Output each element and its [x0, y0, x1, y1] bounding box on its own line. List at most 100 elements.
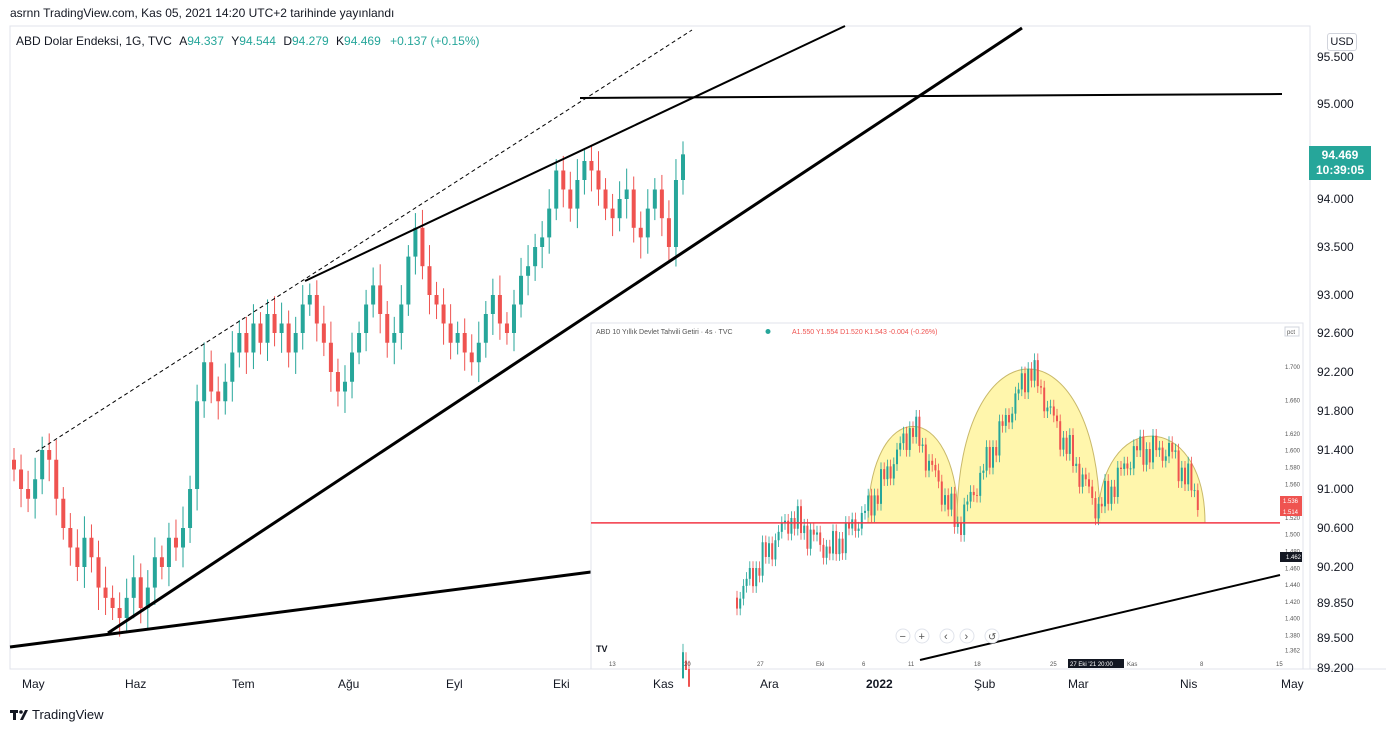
price-tick: 92.200 — [1317, 365, 1354, 379]
inset-candle — [761, 535, 764, 583]
inset-price-tick: 1.580 — [1285, 466, 1301, 472]
inset-nav-controls[interactable]: − + ‹ › ↺ — [895, 628, 1000, 644]
inset-candle — [1104, 474, 1106, 514]
candle — [96, 540, 101, 610]
inset-crosshair-label-bg — [1068, 659, 1124, 668]
inset-candle — [883, 462, 886, 486]
ohlc-low: D94.279 — [283, 34, 329, 48]
inset-candle — [870, 488, 873, 523]
inset-unit-badge-box[interactable] — [1284, 326, 1300, 337]
inset-candle — [918, 409, 921, 453]
inset-price-tick: 1.362 — [1285, 649, 1301, 655]
zoom-in-button[interactable] — [914, 628, 930, 644]
candle — [223, 363, 228, 415]
inset-candle — [1008, 408, 1010, 430]
candle — [652, 178, 657, 221]
inset-candle — [905, 426, 908, 457]
candle — [554, 159, 559, 221]
candle — [54, 439, 59, 516]
inset-candle — [953, 486, 956, 534]
chevron-right-icon: › — [965, 631, 969, 643]
candle — [540, 221, 545, 269]
candle — [497, 275, 502, 340]
inset-candle — [873, 488, 876, 523]
inset-candle — [1120, 460, 1122, 476]
inset-candle — [1084, 467, 1087, 487]
inset-candle — [777, 525, 780, 547]
candle — [216, 376, 221, 420]
trendline[interactable] — [579, 93, 1283, 99]
inset-time-tick: 6 — [862, 662, 866, 668]
inset-candle — [928, 454, 930, 478]
inset-price-tick: 1.700 — [1285, 365, 1301, 371]
price-tick: 93.500 — [1317, 240, 1354, 254]
inset-candle — [806, 518, 809, 556]
reset-button[interactable] — [984, 628, 1000, 644]
dxy-candles — [12, 141, 685, 637]
footer-brand: TradingView — [10, 707, 104, 722]
inset-candle — [1177, 443, 1180, 488]
inset-candle — [972, 485, 975, 502]
inset-candle — [828, 539, 831, 561]
candle — [138, 563, 143, 624]
candle — [237, 320, 242, 368]
time-tick: Tem — [232, 677, 255, 691]
time-tick: May — [1281, 677, 1304, 691]
candle — [244, 316, 249, 374]
inset-candle — [1190, 456, 1193, 498]
candle — [526, 245, 531, 296]
inset-candle — [1068, 428, 1071, 461]
inset-candle — [688, 660, 690, 687]
inset-time-tick: 20 — [684, 662, 691, 668]
candle — [26, 470, 31, 513]
inset-candle — [860, 506, 863, 536]
candle — [420, 209, 425, 280]
time-tick: Nis — [1180, 677, 1198, 691]
inset-candle — [755, 561, 758, 593]
candle — [519, 257, 524, 318]
inset-price-labels: 1.536 1.514 1.462 — [1280, 496, 1302, 562]
scroll-left-button[interactable] — [939, 628, 955, 644]
candle — [342, 365, 347, 413]
candle — [68, 513, 73, 566]
inset-candle — [960, 516, 962, 542]
candle — [188, 475, 193, 543]
inset-candle — [1184, 460, 1186, 492]
candle — [511, 289, 516, 352]
inset-candle — [784, 513, 786, 530]
candle — [286, 310, 291, 368]
candle — [631, 176, 636, 243]
inset-candle — [812, 522, 815, 542]
candle — [596, 151, 601, 206]
inset-candle — [1030, 362, 1033, 388]
symbol-legend[interactable]: ABD Dolar Endeksi, 1G, TVC A94.337 Y94.5… — [16, 34, 480, 48]
trendlines[interactable] — [9, 25, 1283, 649]
inset-ohlc: A1.550 Y1.554 D1.520 K1.543 -0.004 (-0.2… — [792, 329, 937, 336]
inset-candle — [924, 437, 927, 478]
trendline[interactable] — [107, 26, 1023, 635]
candle — [110, 585, 115, 620]
candle — [131, 555, 136, 619]
candle — [561, 155, 566, 208]
inset-candle — [1193, 483, 1196, 498]
candle — [40, 436, 45, 495]
trendline[interactable] — [9, 570, 592, 649]
time-tick: Eyl — [446, 677, 463, 691]
inset-time-tick: 18 — [974, 662, 981, 668]
inset-time-tick: 15 — [1276, 662, 1283, 668]
time-tick: Eki — [553, 677, 570, 691]
inset-candle — [1171, 436, 1174, 459]
zoom-out-button[interactable] — [895, 628, 911, 644]
price-tick: 94.000 — [1317, 192, 1354, 206]
reset-icon: ↺ — [988, 632, 996, 643]
candle — [357, 321, 362, 365]
candle — [589, 144, 594, 192]
trendline[interactable] — [304, 25, 846, 282]
currency-button[interactable]: USD — [1327, 33, 1357, 51]
scroll-right-button[interactable] — [959, 628, 975, 644]
candle — [645, 189, 650, 254]
inset-candle — [1088, 472, 1090, 494]
inset-candle — [1075, 457, 1078, 473]
inset-time-tick: 11 — [908, 662, 915, 668]
